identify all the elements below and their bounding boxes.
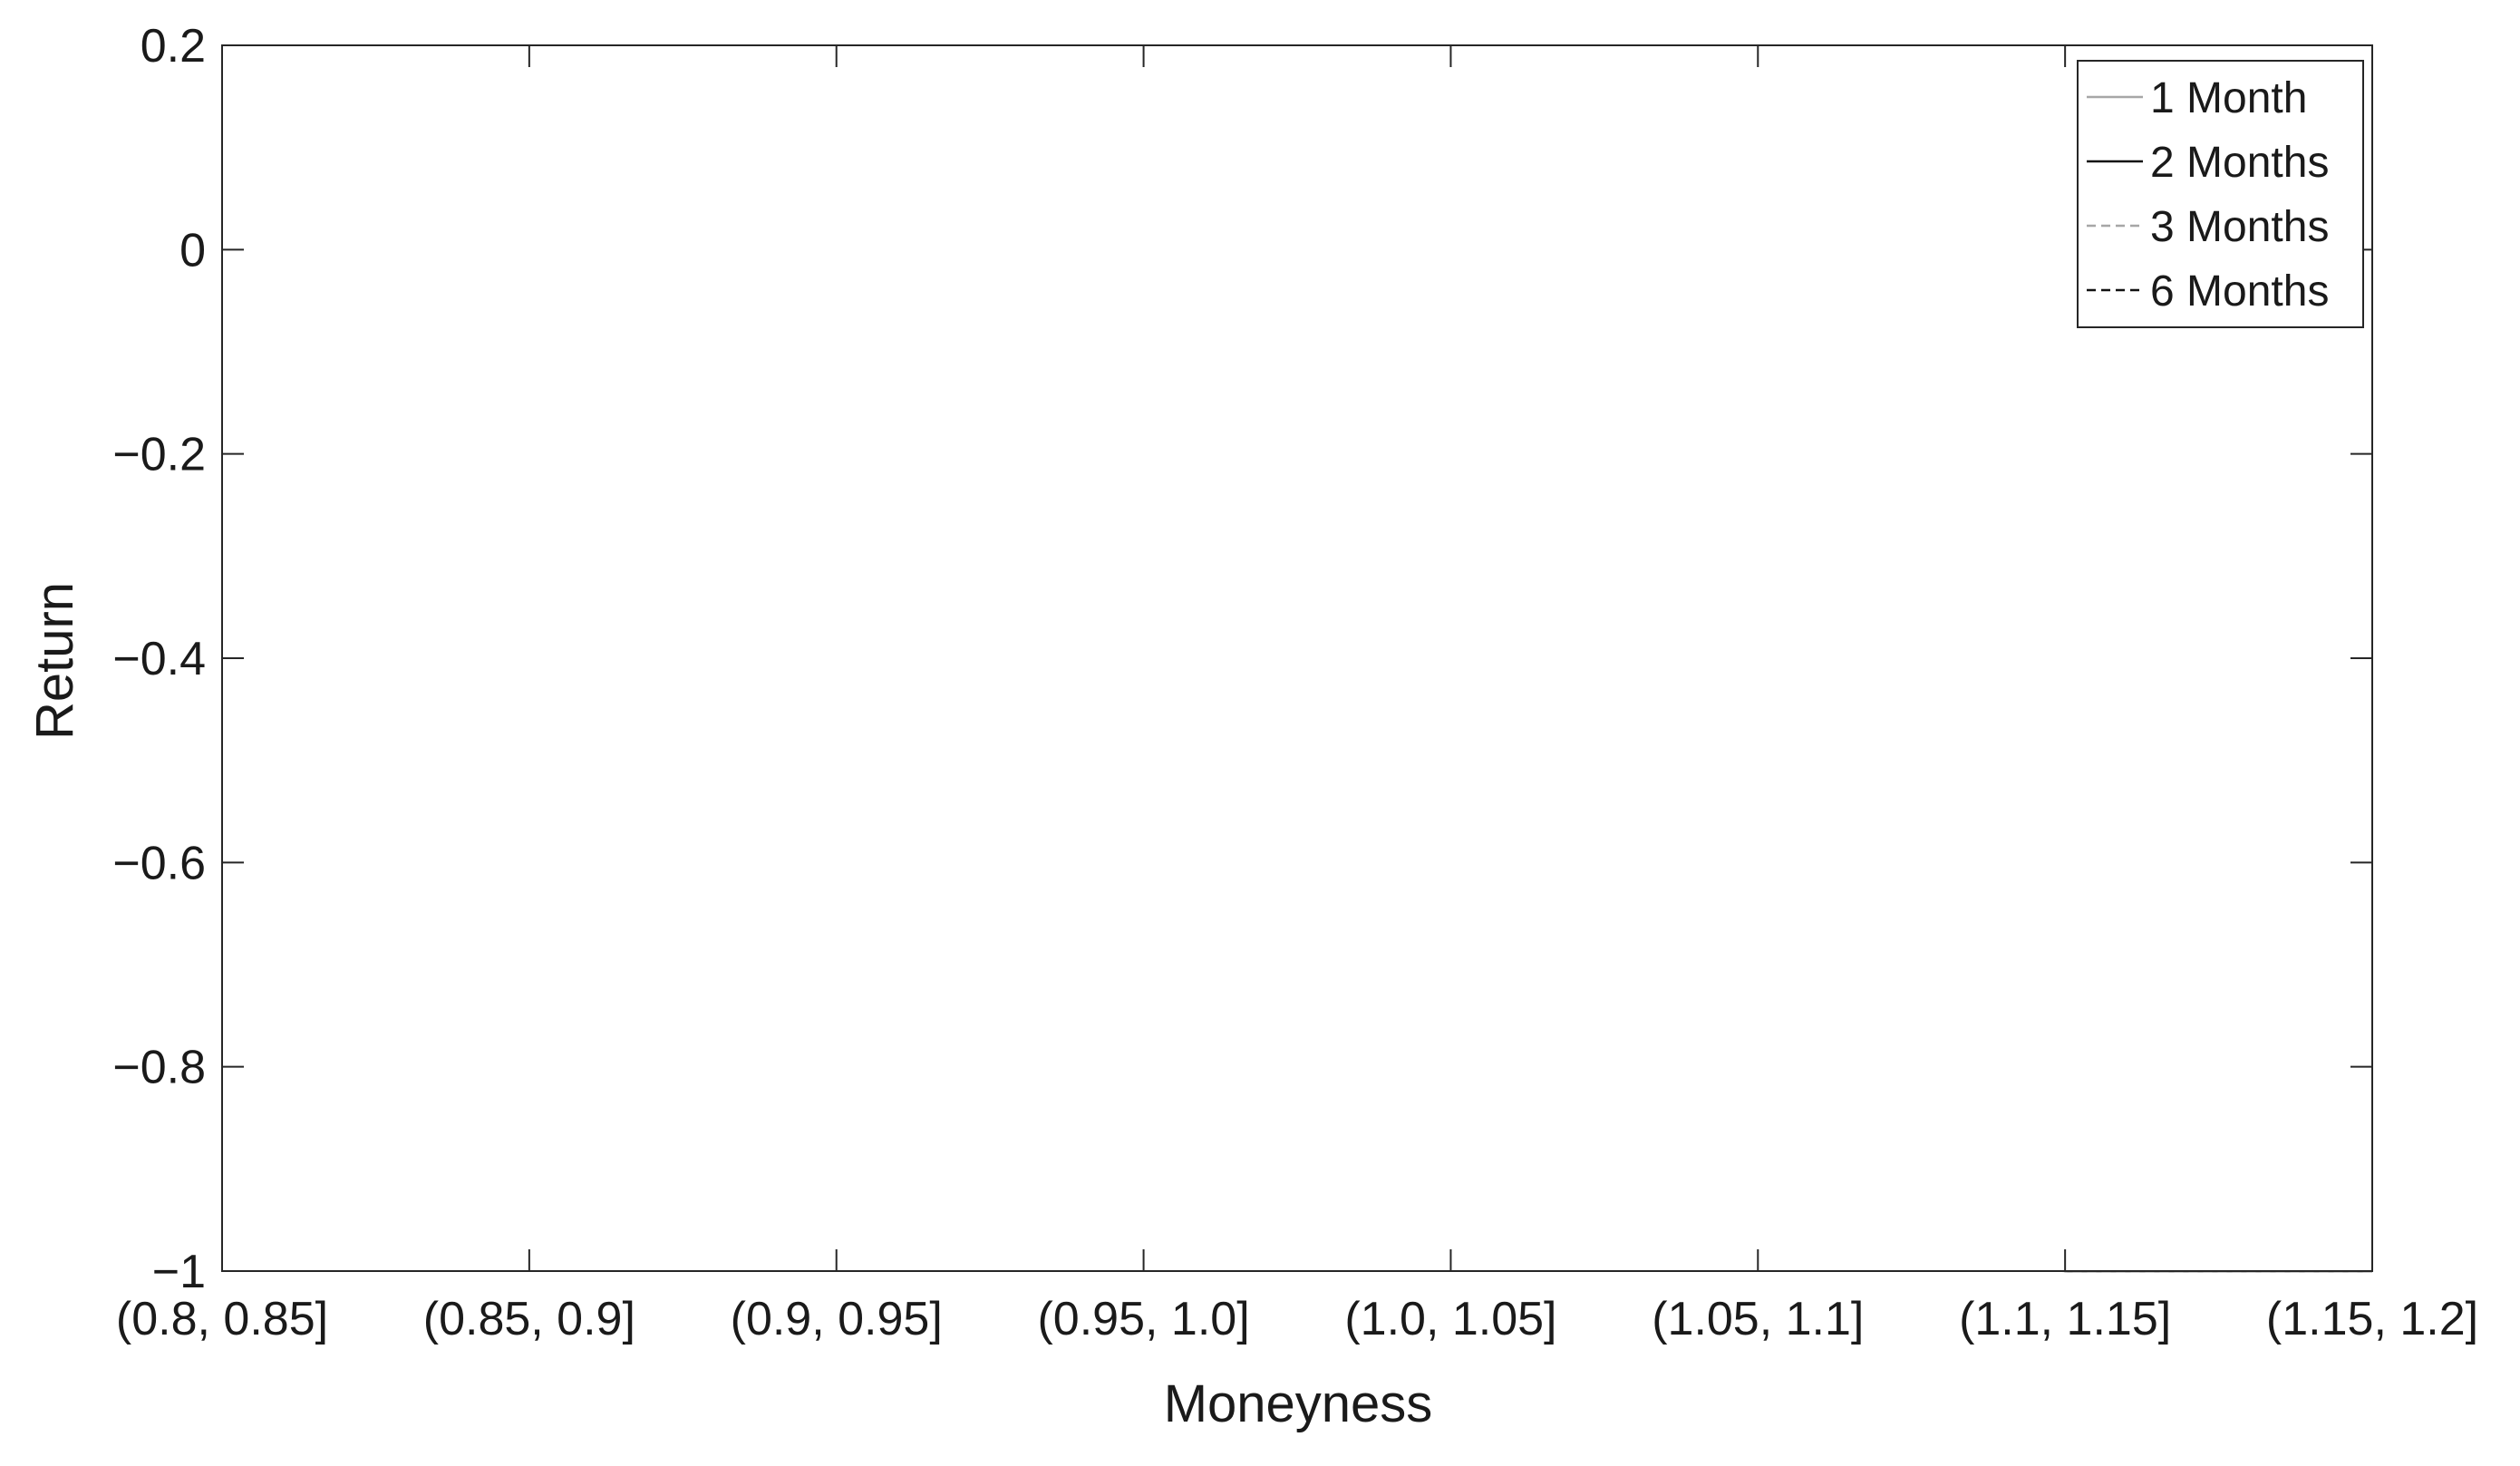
x-tick-label: (1.15, 1.2] xyxy=(2266,1293,2478,1345)
y-tick-label: −1 xyxy=(152,1246,206,1298)
legend-label: 3 Months xyxy=(2150,203,2329,251)
x-tick-label: (0.9, 0.95] xyxy=(731,1293,943,1345)
x-tick-label: (1.05, 1.1] xyxy=(1652,1293,1864,1345)
x-tick-label: (0.8, 0.85] xyxy=(116,1293,328,1345)
legend: 1 Month 2 Months 3 Months 6 Months xyxy=(2077,60,2364,328)
y-tick-label: −0.4 xyxy=(112,633,206,685)
y-tick-label: −0.8 xyxy=(112,1042,206,1094)
x-tick-label: (0.85, 0.9] xyxy=(423,1293,635,1345)
x-tick-label: (0.95, 1.0] xyxy=(1037,1293,1249,1345)
plot-frame xyxy=(221,44,2373,1272)
legend-box xyxy=(2077,60,2364,328)
y-tick-label: 0.2 xyxy=(141,20,206,73)
y-tick-label: −0.2 xyxy=(112,429,206,481)
x-axis-title: Moneyness xyxy=(1164,1374,1433,1433)
axes: 0.2 0 −0.2 −0.4 −0.6 −0.8 −1(0.8, 0.85] (0.85, … xyxy=(112,20,2478,1345)
y-tick-label: −0.6 xyxy=(112,837,206,889)
legend-label: 1 Month xyxy=(2150,74,2307,122)
legend-label: 6 Months xyxy=(2150,267,2329,316)
y-axis-title: Return xyxy=(25,582,84,740)
y-tick-label: 0 xyxy=(179,224,206,277)
x-tick-label: (1.1, 1.15] xyxy=(1959,1293,2171,1345)
legend-label: 2 Months xyxy=(2150,139,2329,187)
x-tick-label: (1.0, 1.05] xyxy=(1344,1293,1556,1345)
